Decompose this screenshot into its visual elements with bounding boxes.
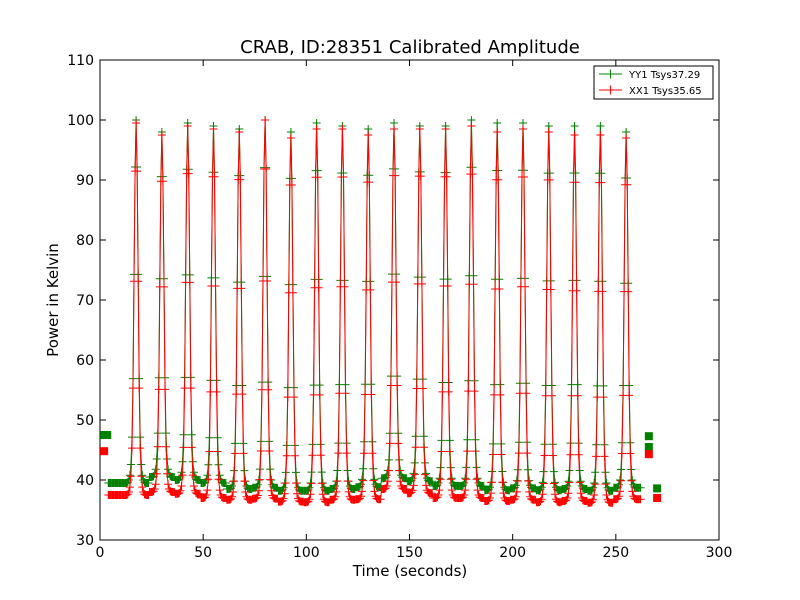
legend-box bbox=[593, 65, 714, 100]
series-square-marker bbox=[653, 484, 662, 493]
series-square-marker bbox=[100, 447, 109, 456]
y-tick-label: 50 bbox=[76, 413, 94, 429]
x-tick-label: 50 bbox=[194, 545, 212, 561]
series-square-marker bbox=[644, 432, 653, 441]
legend-marker-xx1 bbox=[606, 85, 615, 95]
legend-label-xx1: XX1 Tsys35.65 bbox=[629, 86, 702, 97]
legend: YY1 Tsys37.29 XX1 Tsys35.65 bbox=[593, 65, 714, 100]
y-tick-label: 80 bbox=[76, 233, 94, 249]
y-tick-label: 40 bbox=[76, 473, 94, 489]
series-markers bbox=[104, 116, 645, 507]
series-square-marker bbox=[103, 431, 112, 439]
y-axis-label: Power in Kelvin bbox=[44, 243, 62, 357]
y-tick-label: 30 bbox=[76, 533, 94, 549]
series-square-marker bbox=[644, 450, 653, 459]
chart-title: CRAB, ID:28351 Calibrated Amplitude bbox=[240, 37, 580, 58]
y-tick-label: 110 bbox=[67, 53, 94, 69]
plot-frame bbox=[99, 59, 720, 541]
y-tick-label: 60 bbox=[76, 353, 94, 369]
series-square-marker bbox=[653, 494, 662, 502]
ticks-layer: 0 50 100 150 200 250 300 30 40 50 60 70 80 90 100 110 bbox=[67, 53, 732, 561]
y-tick-label: 100 bbox=[67, 113, 94, 129]
x-axis-label: Time (seconds) bbox=[352, 562, 468, 580]
x-tick-label: 100 bbox=[293, 545, 320, 561]
x-tick-label: 200 bbox=[499, 545, 526, 561]
y-tick-label: 90 bbox=[76, 173, 94, 189]
legend-marker-yy1 bbox=[606, 69, 615, 79]
series-1 bbox=[100, 116, 662, 507]
x-tick-label: 300 bbox=[706, 545, 733, 561]
series-square-marker bbox=[644, 443, 653, 451]
plot-area: 0 50 100 150 200 250 300 30 40 50 60 70 80 90 100 110 bbox=[67, 53, 732, 561]
legend-label-yy1: YY1 Tsys37.29 bbox=[628, 70, 700, 81]
series-layer bbox=[100, 116, 662, 507]
y-tick-label: 70 bbox=[76, 293, 94, 309]
legend-entry-xx1: XX1 Tsys35.65 bbox=[599, 85, 702, 97]
x-tick-label: 0 bbox=[96, 545, 105, 561]
x-tick-label: 250 bbox=[602, 545, 629, 561]
x-tick-label: 150 bbox=[396, 545, 423, 561]
legend-entry-yy1: YY1 Tsys37.29 bbox=[599, 69, 700, 81]
